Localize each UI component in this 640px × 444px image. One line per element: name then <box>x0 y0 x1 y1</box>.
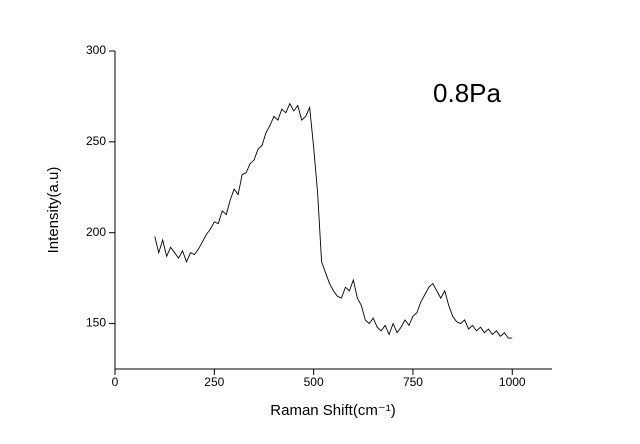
x-tick-label: 500 <box>304 375 324 389</box>
y-tick-label: 150 <box>86 316 106 330</box>
x-tick-label: 0 <box>112 375 119 389</box>
y-axis-label: Intensity(a.u) <box>45 167 62 254</box>
x-tick-label: 750 <box>403 375 423 389</box>
x-axis-label: Raman Shift(cm⁻¹) <box>270 402 395 419</box>
x-tick-label: 1000 <box>499 375 526 389</box>
y-tick-label: 250 <box>86 134 106 148</box>
y-tick-label: 200 <box>86 225 106 239</box>
x-tick-label: 250 <box>204 375 224 389</box>
annotation: 0.8Pa <box>433 78 501 108</box>
data-line <box>154 102 513 339</box>
y-tick-label: 300 <box>86 43 106 57</box>
